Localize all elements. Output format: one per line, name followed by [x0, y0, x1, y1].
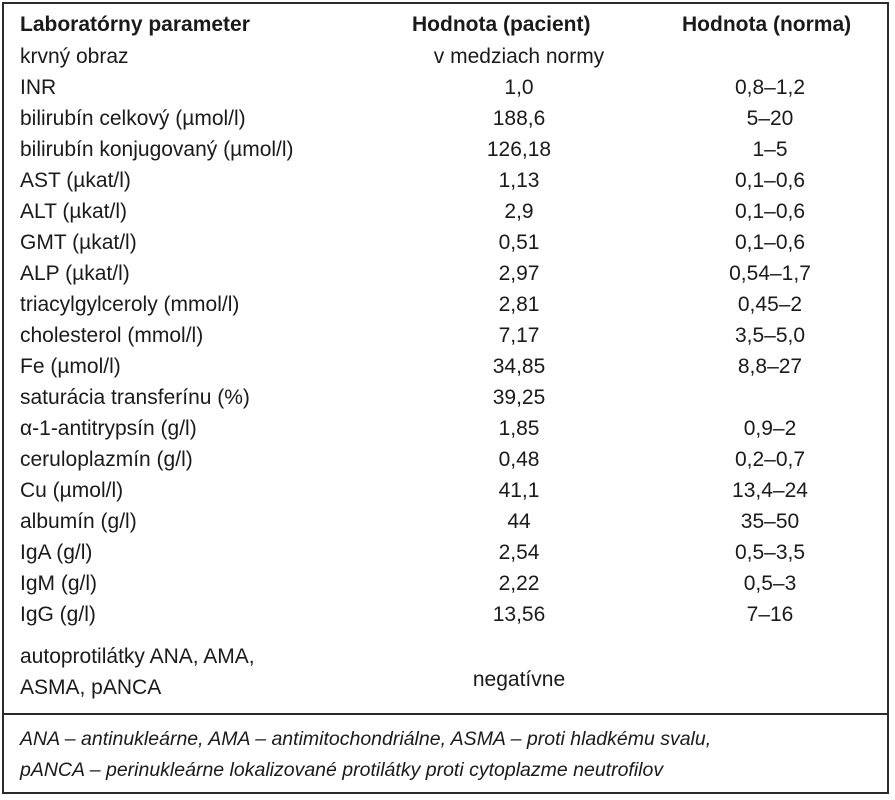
cell-parameter: albumín (g/l) [20, 510, 137, 533]
cell-norm-value: 0,2–0,7 [734, 448, 806, 471]
table-row: bilirubín celkový (µmol/l) 188,6 5–20 [4, 103, 887, 134]
footnote: ANA – antinukleárne, AMA – antimitochond… [20, 724, 711, 786]
cell-parameter: INR [20, 76, 57, 99]
cell-patient-value: 2,22 [498, 572, 540, 595]
header-patient-value: Hodnota (pacient) [412, 13, 591, 36]
cell-parameter: ALP (µkat/l) [20, 262, 130, 285]
cell-parameter: GMT (µkat/l) [20, 231, 137, 254]
cell-patient-value: 13,56 [492, 603, 546, 626]
cell-parameter: triacylgylceroly (mmol/l) [20, 293, 240, 316]
cell-parameter: Cu (µmol/l) [20, 479, 124, 502]
autoantibodies-label: autoprotilátky ANA, AMA, ASMA, pANCA [20, 641, 255, 703]
cell-patient-value: 2,81 [498, 293, 540, 316]
cell-parameter: krvný obraz [20, 45, 129, 68]
cell-norm-value: 0,1–0,6 [734, 231, 806, 254]
cell-norm-value: 7–16 [746, 603, 794, 626]
table-header-row: Laboratórny parameter Hodnota (pacient) … [4, 9, 887, 40]
cell-norm-value: 0,1–0,6 [734, 200, 806, 223]
table-row: α-1-antitrypsín (g/l) 1,85 0,9–2 [4, 413, 887, 444]
cell-patient-value: 0,48 [498, 448, 540, 471]
table-row: ALT (µkat/l) 2,9 0,1–0,6 [4, 196, 887, 227]
cell-norm-value: 8,8–27 [737, 355, 803, 378]
cell-parameter: ALT (µkat/l) [20, 200, 128, 223]
autoantibodies-label-line1: autoprotilátky ANA, AMA, [20, 645, 255, 668]
cell-patient-value: 2,9 [504, 200, 534, 223]
cell-parameter: ceruloplazmín (g/l) [20, 448, 193, 471]
cell-parameter: IgA (g/l) [20, 541, 93, 564]
cell-norm-value: 0,5–3 [743, 572, 797, 595]
table-row: IgA (g/l) 2,54 0,5–3,5 [4, 537, 887, 568]
cell-norm-value: 3,5–5,0 [734, 324, 806, 347]
cell-norm-value: 0,54–1,7 [729, 262, 811, 285]
cell-patient-value: 44 [507, 510, 531, 533]
cell-parameter: Fe (µmol/l) [20, 355, 121, 378]
cell-norm-value: 0,45–2 [737, 293, 803, 316]
table-row: GMT (µkat/l) 0,51 0,1–0,6 [4, 227, 887, 258]
header-parameter: Laboratórny parameter [20, 13, 250, 36]
table-row: ceruloplazmín (g/l) 0,48 0,2–0,7 [4, 444, 887, 475]
cell-patient-value: 7,17 [498, 324, 540, 347]
cell-patient-value: 1,0 [504, 76, 534, 99]
cell-parameter: α-1-antitrypsín (g/l) [20, 417, 197, 440]
cell-norm-value: 0,1–0,6 [734, 169, 806, 192]
cell-patient-value: 188,6 [492, 107, 546, 130]
header-norm-value: Hodnota (norma) [682, 13, 852, 36]
table-row: Cu (µmol/l) 41,1 13,4–24 [4, 475, 887, 506]
cell-norm-value: 0,9–2 [743, 417, 797, 440]
footnote-line1: ANA – antinukleárne, AMA – antimitochond… [20, 728, 712, 750]
cell-norm-value: 13,4–24 [732, 479, 808, 502]
cell-parameter: IgM (g/l) [20, 572, 98, 595]
table-row: cholesterol (mmol/l) 7,17 3,5–5,0 [4, 320, 887, 351]
cell-patient-value: v medziach normy [433, 45, 605, 68]
table-row: AST (µkat/l) 1,13 0,1–0,6 [4, 165, 887, 196]
table-row: IgG (g/l) 13,56 7–16 [4, 599, 887, 630]
cell-patient-value: 0,51 [498, 231, 540, 254]
cell-patient-value: 2,97 [498, 262, 540, 285]
cell-patient-value: 1,85 [498, 417, 540, 440]
table-row: triacylgylceroly (mmol/l) 2,81 0,45–2 [4, 289, 887, 320]
cell-norm-value: 0,8–1,2 [734, 76, 806, 99]
cell-parameter: bilirubín celkový (µmol/l) [20, 107, 246, 130]
cell-norm-value: 1–5 [752, 138, 788, 161]
cell-norm-value: 5–20 [746, 107, 794, 130]
table-row: bilirubín konjugovaný (µmol/l) 126,18 1–5 [4, 134, 887, 165]
cell-patient-value: 126,18 [486, 138, 552, 161]
cell-parameter: cholesterol (mmol/l) [20, 324, 204, 347]
table-row: Fe (µmol/l) 34,85 8,8–27 [4, 351, 887, 382]
table-row: krvný obraz v medziach normy [4, 41, 887, 72]
table-row: INR 1,0 0,8–1,2 [4, 72, 887, 103]
cell-parameter: bilirubín konjugovaný (µmol/l) [20, 138, 294, 161]
table-row: albumín (g/l) 44 35–50 [4, 506, 887, 537]
cell-norm-value: 35–50 [740, 510, 800, 533]
cell-patient-value: 1,13 [498, 169, 540, 192]
table-row: IgM (g/l) 2,22 0,5–3 [4, 568, 887, 599]
table-row: saturácia transferínu (%) 39,25 [4, 382, 887, 413]
cell-patient-value: 39,25 [492, 386, 546, 409]
cell-parameter: saturácia transferínu (%) [20, 386, 250, 409]
autoantibodies-value: negatívne [472, 668, 566, 691]
autoantibodies-label-line2: ASMA, pANCA [20, 676, 162, 699]
cell-parameter: AST (µkat/l) [20, 169, 131, 192]
footnote-divider [4, 713, 887, 715]
footnote-line2: pANCA – perinukleárne lokalizované proti… [20, 759, 664, 781]
table-row: ALP (µkat/l) 2,97 0,54–1,7 [4, 258, 887, 289]
cell-patient-value: 2,54 [498, 541, 540, 564]
cell-patient-value: 41,1 [498, 479, 540, 502]
cell-norm-value: 0,5–3,5 [734, 541, 806, 564]
cell-parameter: IgG (g/l) [20, 603, 96, 626]
cell-patient-value: 34,85 [492, 355, 546, 378]
